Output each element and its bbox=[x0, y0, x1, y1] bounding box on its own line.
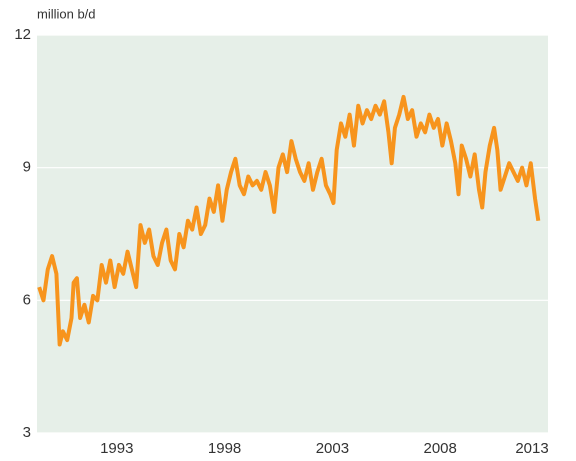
x-tick-label: 1993 bbox=[100, 440, 133, 457]
y-tick-label: 9 bbox=[23, 159, 31, 176]
y-tick-label: 3 bbox=[23, 424, 31, 441]
y-tick-label: 12 bbox=[14, 26, 31, 43]
x-tick-label: 2008 bbox=[424, 440, 457, 457]
x-tick-label: 1998 bbox=[208, 440, 241, 457]
y-axis-label: million b/d bbox=[37, 6, 96, 21]
data-line bbox=[37, 94, 541, 347]
plot-area bbox=[37, 35, 548, 433]
x-tick-label: 2003 bbox=[316, 440, 349, 457]
x-tick-label: 2013 bbox=[515, 440, 548, 457]
y-tick-label: 6 bbox=[23, 291, 31, 308]
